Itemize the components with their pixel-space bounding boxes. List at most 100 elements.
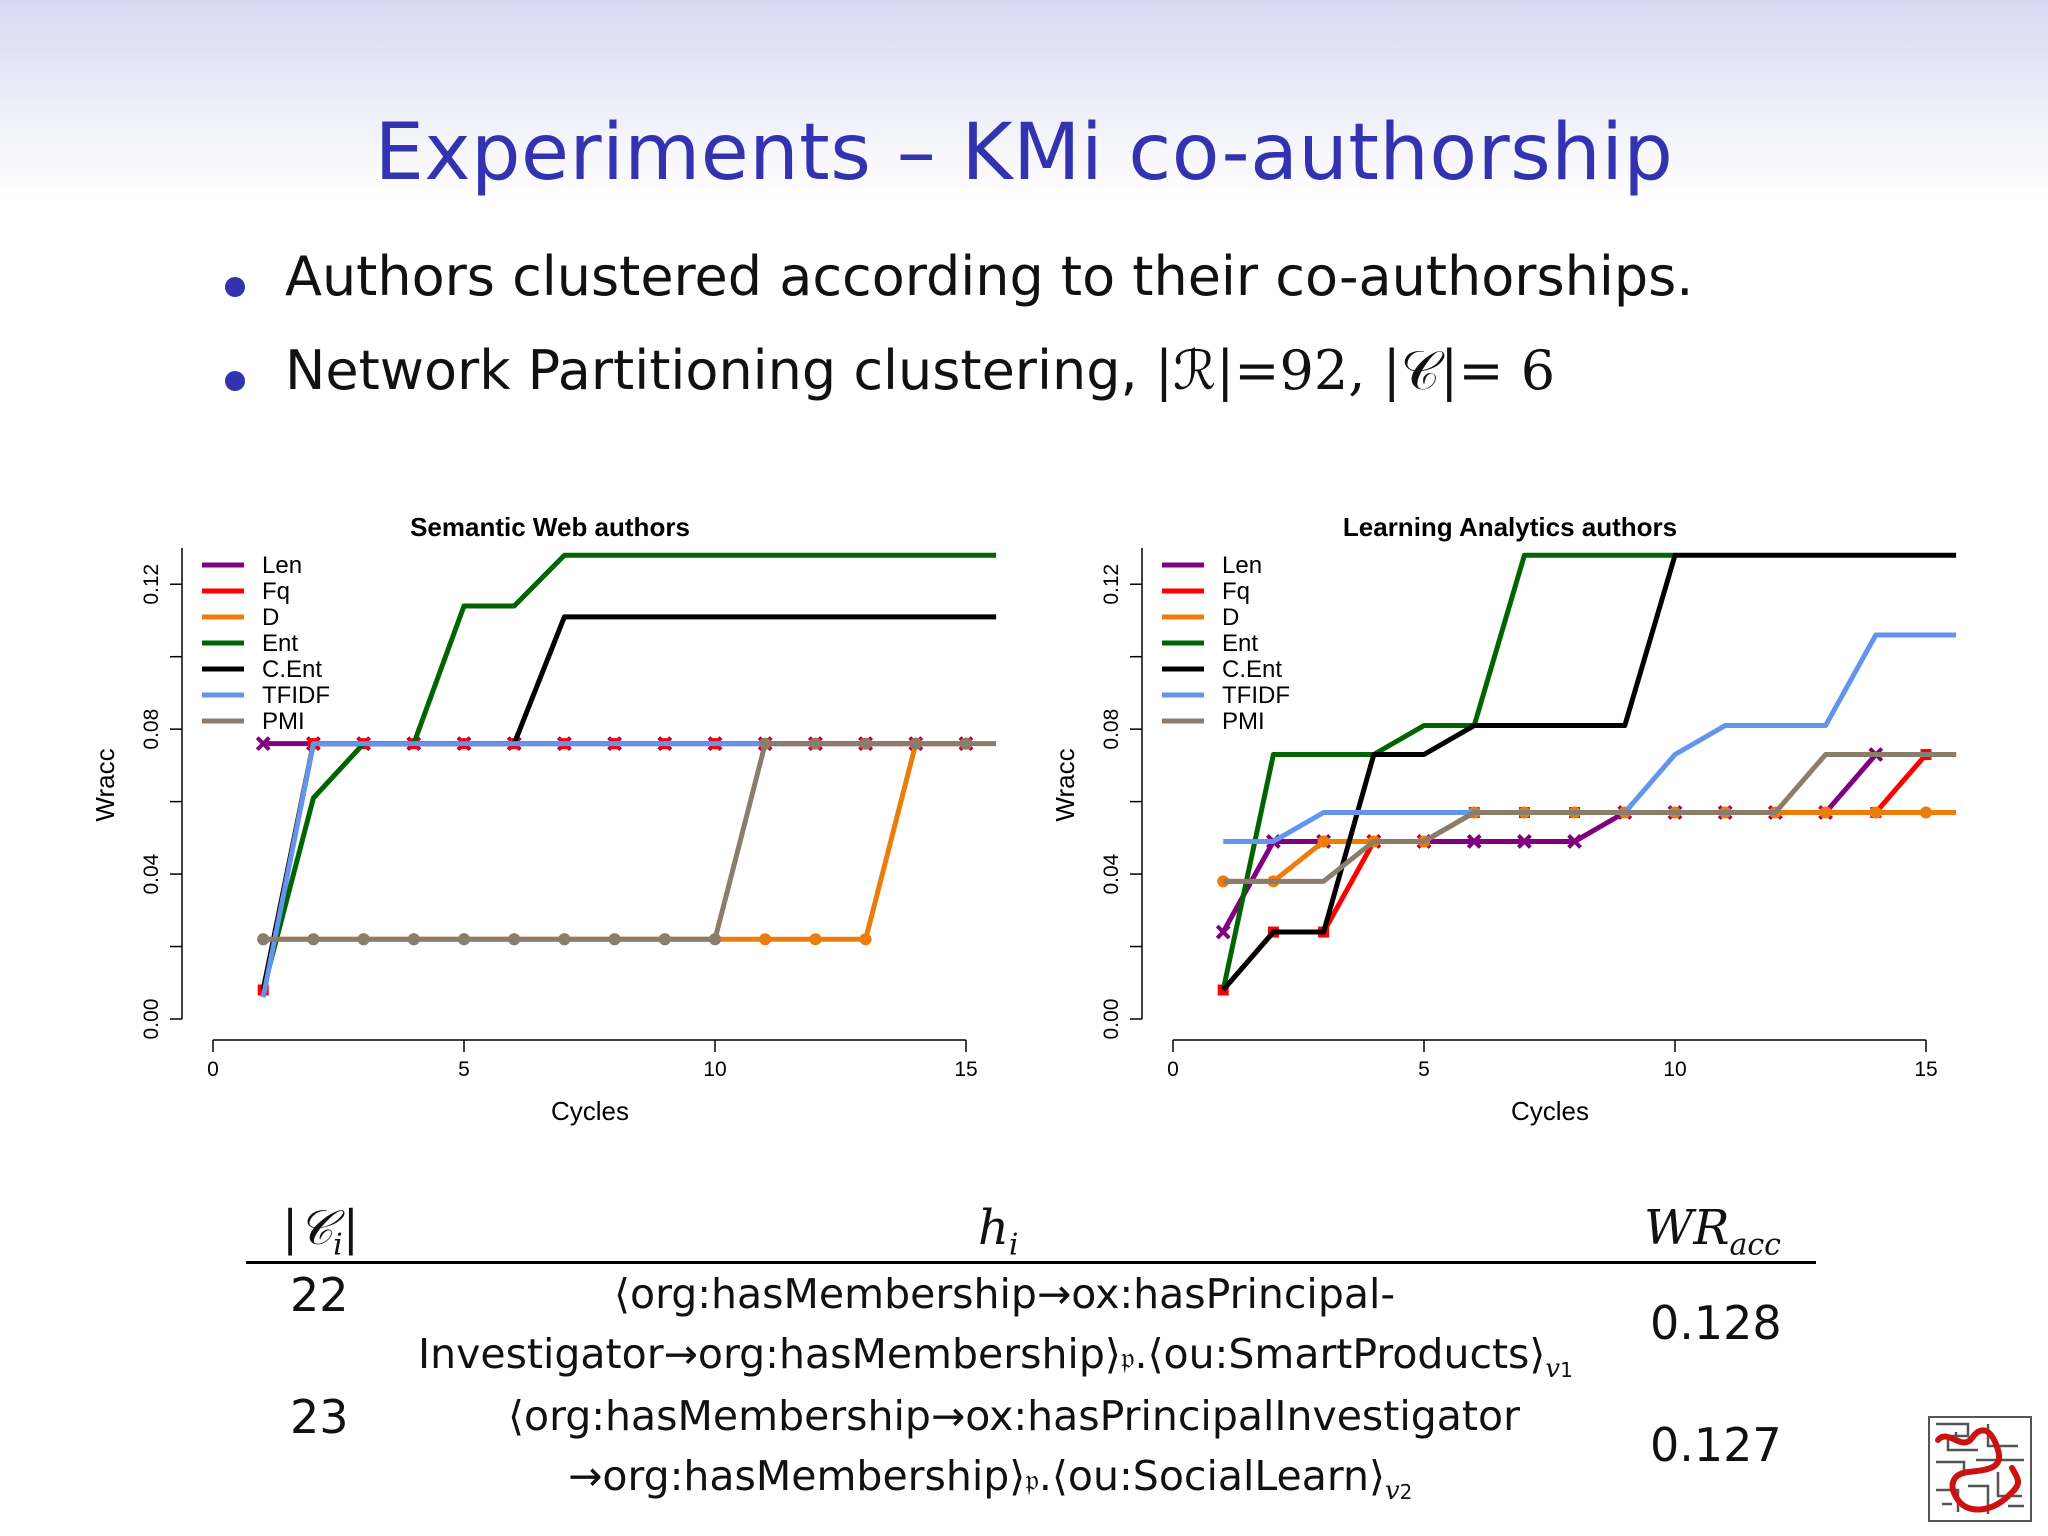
data-point	[809, 933, 822, 946]
data-point	[1215, 924, 1231, 940]
chart-title: Learning Analytics authors	[1343, 512, 1677, 542]
maze-logo-icon	[1928, 1416, 2032, 1522]
row-hypothesis-line2: Investigator→org:hasMembership⟩𝔭.⟨ou:Sma…	[418, 1330, 1573, 1384]
y-tick-label: 0.12	[140, 564, 163, 605]
x-tick-label: 5	[1418, 1058, 1430, 1081]
y-axis-label: Wracc	[1050, 748, 1080, 821]
legend-label: PMI	[262, 708, 305, 735]
data-point	[709, 933, 721, 946]
row-wracc: 0.128	[1650, 1296, 1782, 1350]
row-hyp-line2-frak: 𝔭	[1025, 1463, 1039, 1498]
data-point	[357, 933, 370, 946]
chart-title: Semantic Web authors	[410, 512, 690, 542]
y-tick-label: 0.00	[140, 999, 163, 1040]
row-wracc: 0.127	[1650, 1418, 1782, 1472]
legend-label: D	[262, 604, 279, 631]
col-header-hi-text: h	[978, 1200, 1009, 1256]
data-point	[407, 933, 420, 946]
row-size: 22	[290, 1268, 349, 1322]
col-header-wr-text: WR	[1644, 1200, 1730, 1256]
chart-learning-analytics: Learning Analytics authors 0.00 0.04 0.08 0.…	[1050, 512, 1957, 1126]
y-tick-label: 0.04	[1100, 853, 1123, 894]
series-line-d	[263, 741, 966, 942]
row-hyp-line2-tail: .⟨ou:SocialLearn⟩	[1038, 1452, 1385, 1500]
row-hyp-line2-text: →org:hasMembership⟩	[568, 1452, 1026, 1500]
row-hypothesis-line2: →org:hasMembership⟩𝔭.⟨ou:SocialLearn⟩v2	[568, 1452, 1412, 1506]
y-tick-label: 0.08	[1100, 709, 1123, 750]
data-point	[759, 933, 772, 946]
data-point	[1869, 806, 1882, 819]
row-hyp-line2-tail: .⟨ou:SmartProducts⟩	[1134, 1330, 1546, 1378]
series-line-tfidf	[260, 741, 766, 998]
legend-label: C.Ent	[1222, 656, 1282, 683]
data-point	[307, 933, 320, 946]
legend-label: TFIDF	[262, 682, 330, 709]
y-axis-label: Wracc	[90, 748, 120, 821]
row-hyp-line2-frak: 𝔭	[1120, 1341, 1135, 1376]
x-tick-label: 5	[458, 1058, 470, 1081]
col-header-ci-sub: i	[333, 1227, 343, 1263]
data-point	[859, 933, 872, 946]
legend-label: Fq	[262, 578, 290, 605]
series-line-cent	[260, 614, 997, 991]
data-point	[909, 737, 922, 750]
data-point	[1217, 875, 1230, 888]
x-tick-label: 10	[703, 1058, 726, 1081]
row-hyp-sub-v: v	[1545, 1354, 1561, 1385]
legend-label: Ent	[1222, 630, 1258, 657]
data-point	[1317, 835, 1330, 848]
row-hypothesis-line1: ⟨org:hasMembership→ox:hasPrincipalInvest…	[508, 1392, 1520, 1440]
data-point	[759, 737, 772, 750]
data-point	[458, 933, 470, 946]
y-tick-label: 0.08	[140, 709, 163, 750]
bullet-dot-icon	[225, 371, 245, 391]
x-tick-label: 15	[954, 1058, 977, 1081]
row-size: 23	[290, 1390, 349, 1444]
x-tick-label: 10	[1663, 1058, 1686, 1081]
legend-label: TFIDF	[1222, 682, 1290, 709]
series-line-pmi	[1223, 752, 1957, 884]
data-point	[658, 933, 671, 946]
col-header-cluster-size: |𝒞i|	[282, 1200, 359, 1263]
bullet-math-c: |𝒞|= 6	[1382, 339, 1556, 402]
data-point	[508, 933, 521, 946]
row-hyp-sub-num: 1	[1560, 1358, 1573, 1383]
x-tick-label: 0	[207, 1058, 219, 1081]
col-header-hypothesis: hi	[978, 1200, 1019, 1263]
data-point	[1567, 834, 1583, 849]
y-tick-label: 0.00	[1100, 999, 1123, 1040]
col-header-wr-sub: acc	[1729, 1227, 1781, 1263]
y-tick-label: 0.04	[140, 853, 163, 894]
x-axis-label: Cycles	[551, 1096, 629, 1126]
legend-label: C.Ent	[262, 656, 322, 683]
series-line-fq	[260, 741, 966, 991]
series-line-pmi	[263, 741, 997, 942]
series-line-cent	[1221, 552, 1957, 992]
header-band	[0, 0, 2048, 200]
data-point	[255, 736, 271, 752]
y-tick-label: 0.12	[1100, 564, 1123, 605]
col-header-hi-sub: i	[1008, 1227, 1019, 1263]
data-point	[1920, 806, 1932, 819]
data-point	[257, 933, 270, 946]
bullet-text: Network Partitioning clustering, |ℛ|=92,…	[285, 339, 1555, 403]
col-header-ci-close: |	[342, 1200, 359, 1256]
legend-label: Ent	[262, 630, 298, 657]
slide-title: Experiments – KMi co-authorship	[374, 108, 1674, 198]
bullet-text: Authors clustered according to their co-…	[285, 245, 1694, 308]
bullet-text-prefix: Network Partitioning clustering,	[285, 339, 1155, 402]
bullet-dot-icon	[225, 277, 245, 297]
data-point	[1516, 834, 1532, 849]
chart-semantic-web: Semantic Web authors 0.00 0.04 0.08 0.12 0 5 10…	[90, 512, 997, 1126]
x-tick-label: 15	[1914, 1058, 1937, 1081]
data-point	[1217, 984, 1229, 996]
row-hyp-line2-text: Investigator→org:hasMembership⟩	[418, 1330, 1121, 1378]
row-hyp-sub-num: 2	[1399, 1480, 1413, 1505]
legend-label: D	[1222, 604, 1239, 631]
data-point	[1466, 834, 1482, 849]
row-hypothesis-line1: ⟨org:hasMembership→ox:hasPrincipal-	[614, 1270, 1396, 1318]
legend-label: Len	[262, 552, 302, 579]
legend-label: PMI	[1222, 708, 1265, 735]
data-point	[809, 737, 822, 750]
col-header-ci-text: |𝒞	[282, 1200, 334, 1256]
